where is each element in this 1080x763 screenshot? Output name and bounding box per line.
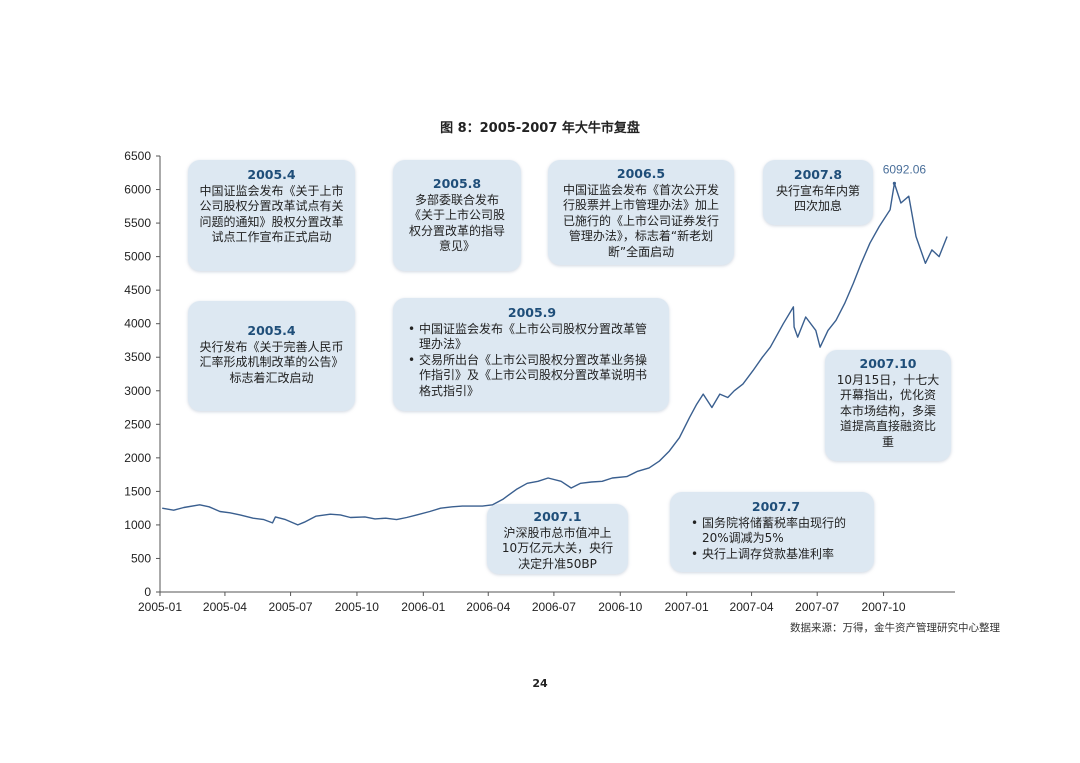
- y-tick-label: 3500: [124, 350, 151, 364]
- x-tick-label: 2007-10: [862, 600, 906, 614]
- annotation-text: 沪深股市总市值冲上10万亿元大关，央行决定升准50BP: [501, 525, 614, 571]
- annotation-2006-05-ipo-rules: 2006.5 中国证监会发布《首次公开发行股票并上市管理办法》加上已施行的《上市…: [548, 160, 734, 265]
- y-tick-label: 5000: [124, 250, 151, 264]
- annotation-2007-01-market-cap: 2007.1 沪深股市总市值冲上10万亿元大关，央行决定升准50BP: [487, 504, 628, 574]
- x-tick-label: 2005-07: [269, 600, 313, 614]
- source-note: 数据来源：万得，金牛资产管理研究中心整理: [790, 622, 1000, 634]
- y-tick-label: 500: [131, 551, 151, 565]
- x-tick-label: 2007-07: [795, 600, 839, 614]
- annotation-date: 2007.10: [859, 356, 917, 371]
- annotation-list-item: 中国证监会发布《上市公司股权分置改革管理办法》: [408, 322, 657, 353]
- y-tick-label: 6500: [124, 149, 151, 163]
- chart-title: 图 8：2005-2007 年大牛市复盘: [440, 121, 640, 136]
- annotation-text: 中国证监会发布《关于上市公司股权分置改革试点有关问题的通知》股权分置改革试点工作…: [199, 183, 344, 245]
- peak-point: [892, 181, 897, 185]
- annotation-list: 中国证监会发布《上市公司股权分置改革管理办法》 交易所出台《上市公司股权分置改革…: [407, 322, 657, 400]
- annotation-date: 2005.4: [247, 167, 296, 182]
- x-tick-label: 2007-01: [665, 600, 709, 614]
- annotation-2005-09-reform-rules: 2005.9 中国证监会发布《上市公司股权分置改革管理办法》 交易所出台《上市公…: [393, 298, 669, 411]
- annotation-date: 2005.8: [432, 176, 482, 191]
- y-tick-label: 1000: [124, 518, 151, 532]
- annotation-text: 央行发布《关于完善人民币汇率形成机制改革的公告》标志着汇改启动: [199, 339, 344, 385]
- index-line-series: [162, 182, 948, 526]
- annotation-list-item: 央行上调存贷款基准利率: [691, 547, 862, 563]
- y-tick-label: 6000: [124, 183, 151, 197]
- y-tick-label: 4500: [124, 283, 151, 297]
- y-tick-label: 4000: [124, 317, 151, 331]
- x-tick-label: 2005-04: [203, 600, 247, 614]
- annotation-text: 央行宣布年内第四次加息: [775, 183, 860, 214]
- annotation-list-item: 国务院将储蓄税率由现行的20%调减为5%: [691, 516, 862, 547]
- y-tick-label: 5500: [124, 216, 151, 230]
- annotation-2007-08-rate-hike: 2007.8 央行宣布年内第四次加息: [763, 160, 873, 225]
- y-tick-label: 2500: [124, 417, 151, 431]
- annotation-date: 2006.5: [616, 166, 666, 181]
- annotation-list: 国务院将储蓄税率由现行的20%调减为5% 央行上调存贷款基准利率: [690, 516, 862, 563]
- y-tick-label: 3000: [124, 384, 151, 398]
- y-tick-label: 0: [144, 585, 151, 599]
- y-tick-label: 2000: [124, 451, 151, 465]
- x-tick-label: 2006-10: [598, 600, 642, 614]
- x-tick-label: 2006-01: [401, 600, 445, 614]
- annotation-date: 2007.7: [751, 499, 801, 514]
- x-tick-label: 2005-10: [335, 600, 379, 614]
- x-tick-label: 2006-07: [532, 600, 576, 614]
- peak-value-label: 6092.06: [883, 162, 927, 176]
- annotation-date: 2007.8: [793, 167, 843, 182]
- annotation-2007-07-tax-cut: 2007.7 国务院将储蓄税率由现行的20%调减为5% 央行上调存贷款基准利率: [670, 492, 874, 572]
- annotation-2005-04-fx-reform: 2005.4 央行发布《关于完善人民币汇率形成机制改革的公告》标志着汇改启动: [188, 301, 355, 411]
- x-tick-label: 2007-04: [730, 600, 774, 614]
- annotation-text: 多部委联合发布《关于上市公司股权分置改革的指导意见》: [408, 192, 505, 254]
- page-number: 24: [532, 677, 548, 690]
- annotation-date: 2005.4: [247, 323, 296, 338]
- annotation-text: 中国证监会发布《首次公开发行股票并上市管理办法》加上已施行的《上市公司证券发行管…: [562, 182, 719, 259]
- x-tick-label: 2006-04: [466, 600, 510, 614]
- annotation-date: 2007.1: [533, 509, 582, 524]
- y-tick-label: 1500: [124, 484, 151, 498]
- annotation-2005-04-split-share-trial: 2005.4 中国证监会发布《关于上市公司股权分置改革试点有关问题的通知》股权分…: [188, 160, 355, 271]
- annotation-2005-08-guidance: 2005.8 多部委联合发布《关于上市公司股权分置改革的指导意见》: [393, 160, 521, 271]
- annotation-text: 10月15日，十七大开幕指出，优化资本市场结构，多渠道提高直接融资比重: [836, 372, 940, 449]
- annotation-date: 2005.9: [507, 305, 557, 320]
- annotation-2007-10-congress: 2007.10 10月15日，十七大开幕指出，优化资本市场结构，多渠道提高直接融…: [825, 350, 951, 461]
- x-tick-label: 2005-01: [138, 600, 182, 614]
- annotation-list-item: 交易所出台《上市公司股权分置改革业务操作指引》及《上市公司股权分置改革说明书格式…: [408, 353, 657, 400]
